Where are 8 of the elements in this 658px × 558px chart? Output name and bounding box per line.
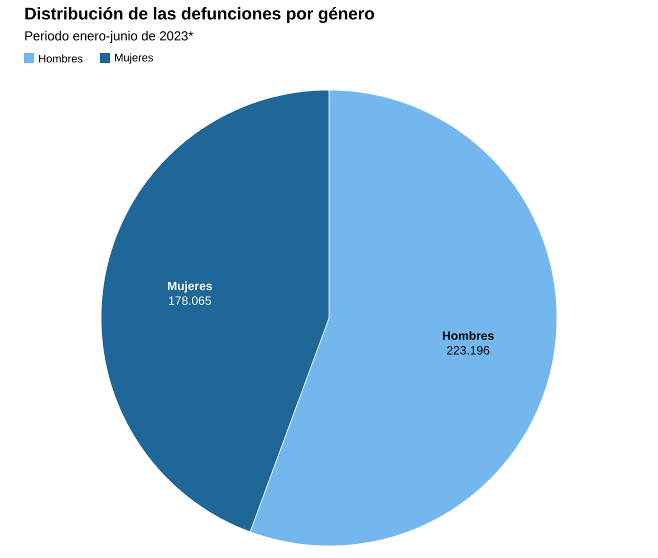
slice-label: Mujeres	[168, 281, 212, 293]
chart-subtitle: Periodo enero-junio de 2023*	[25, 30, 194, 44]
data-label: 178.065	[169, 296, 212, 305]
legend-label: Hombres	[39, 54, 82, 63]
chart-title: Distribución de las defunciones por género	[25, 6, 374, 24]
legend-label: Mujeres	[115, 53, 153, 64]
slice-label: Hombres	[442, 331, 494, 340]
data-label: 223.196	[447, 346, 490, 355]
